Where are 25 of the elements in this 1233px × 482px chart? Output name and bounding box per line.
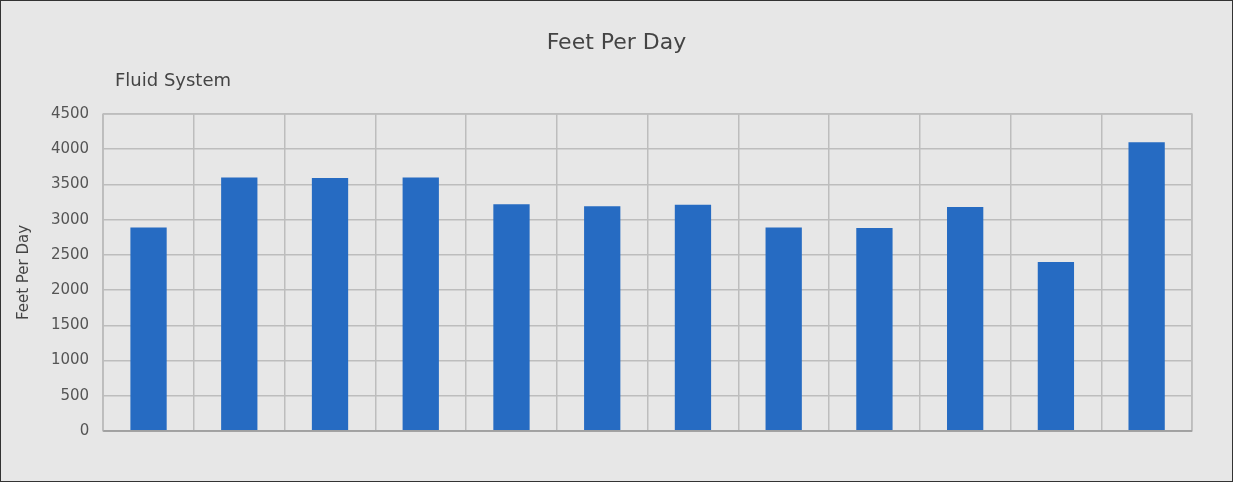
y-tick-label: 2000 [50, 280, 90, 298]
y-axis-title: Feet Per Day [13, 224, 32, 321]
bar [947, 206, 984, 431]
bar [1037, 261, 1075, 431]
bar [130, 227, 167, 431]
bar [856, 228, 893, 431]
bar [765, 227, 802, 431]
bar [221, 177, 258, 431]
bar [674, 204, 712, 431]
y-tick-label: 3500 [50, 174, 90, 193]
bar [402, 177, 439, 431]
bar [1128, 142, 1165, 431]
y-tick-label: 0 [79, 420, 90, 439]
bar [311, 178, 349, 431]
y-tick-label: 2500 [50, 244, 90, 263]
bar [584, 206, 621, 431]
y-tick-label: 3000 [50, 209, 90, 228]
y-tick-label: 4000 [50, 139, 90, 158]
y-tick-label: 1000 [50, 350, 90, 369]
chart-title: Feet Per Day [545, 29, 688, 54]
bar [493, 204, 530, 431]
chart-subtitle: Fluid System [115, 69, 232, 90]
y-tick-label: 1500 [50, 315, 90, 334]
y-tick-label: 500 [60, 385, 90, 404]
y-tick-label: 4500 [50, 103, 90, 122]
